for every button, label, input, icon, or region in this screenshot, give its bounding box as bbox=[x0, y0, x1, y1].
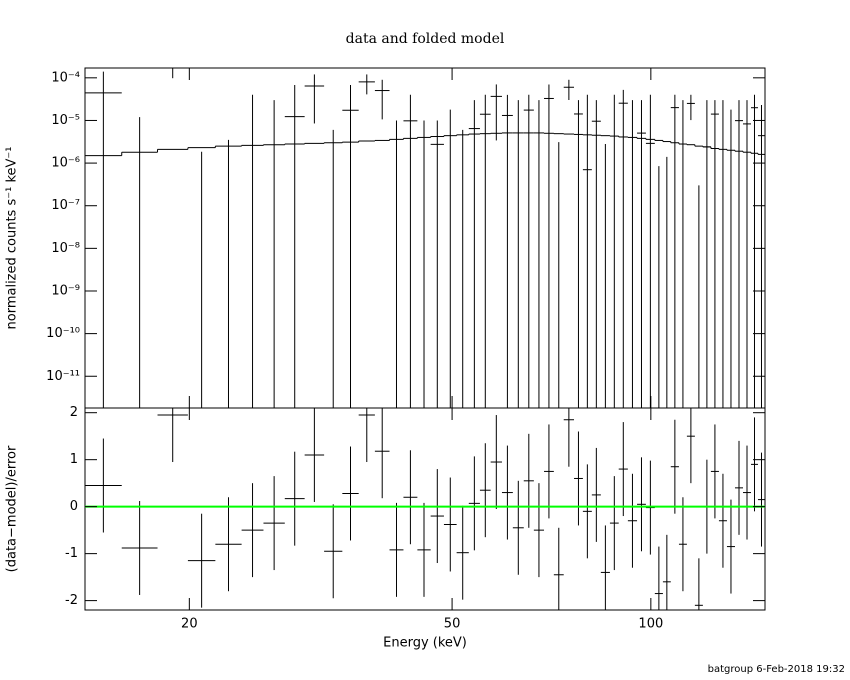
y-tick-label: 10⁻⁵ bbox=[51, 113, 80, 128]
x-tick-label: 100 bbox=[638, 617, 663, 632]
bottom-frame bbox=[84, 407, 766, 611]
bottom-plot bbox=[85, 408, 765, 610]
footer: batgroup 6-Feb-2018 19:32 bbox=[708, 664, 845, 675]
y-tick-label: 10⁻⁶ bbox=[51, 156, 80, 171]
x-tick-label: 50 bbox=[444, 617, 461, 632]
top-plot bbox=[85, 68, 765, 408]
top-frame bbox=[84, 67, 766, 409]
y-axis-label: normalized counts s⁻¹ keV⁻¹ bbox=[5, 147, 20, 330]
y-tick-label: 0 bbox=[70, 499, 78, 514]
y-tick-label: 10⁻⁴ bbox=[51, 70, 80, 85]
axes: 10⁻⁴ 10⁻⁵ 10⁻⁶ 10⁻⁷ 10⁻⁸ 10⁻⁹ 10⁻¹⁰ 10⁻¹¹ -2 -1 0 1… bbox=[46, 68, 765, 632]
y-axis-label: (data−model)/error bbox=[5, 445, 20, 572]
y-tick-label: -1 bbox=[65, 546, 78, 561]
y-tick-label: 1 bbox=[70, 452, 78, 467]
y-tick-label: 10⁻¹⁰ bbox=[46, 326, 80, 341]
y-tick-label: 10⁻⁸ bbox=[51, 241, 80, 256]
y-tick-label: 10⁻⁹ bbox=[51, 283, 80, 298]
y-tick-label: 10⁻¹¹ bbox=[46, 369, 80, 384]
x-axis-label: Energy (keV) bbox=[383, 636, 467, 651]
x-tick-label: 20 bbox=[181, 617, 198, 632]
y-tick-label: 2 bbox=[70, 405, 78, 420]
y-tick-label: -2 bbox=[65, 593, 78, 608]
chart-title: data and folded model bbox=[346, 31, 505, 47]
y-tick-label: 10⁻⁷ bbox=[51, 198, 80, 213]
